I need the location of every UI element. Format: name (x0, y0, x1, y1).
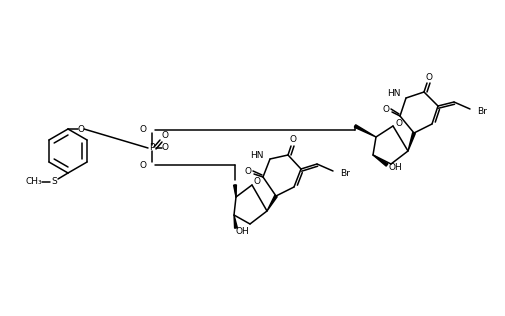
Text: OH: OH (388, 163, 402, 173)
Polygon shape (373, 155, 388, 166)
Polygon shape (234, 215, 237, 228)
Text: S: S (51, 178, 57, 186)
Polygon shape (408, 132, 415, 151)
Text: O: O (162, 131, 169, 139)
Text: OH: OH (235, 228, 249, 236)
Text: O: O (139, 161, 146, 169)
Text: O: O (289, 136, 296, 144)
Text: O: O (162, 143, 169, 153)
Polygon shape (355, 125, 376, 137)
Text: O: O (254, 177, 261, 185)
Text: Br: Br (340, 168, 350, 178)
Text: Br: Br (477, 106, 487, 116)
Polygon shape (267, 195, 277, 211)
Text: O: O (426, 72, 432, 82)
Text: O: O (77, 125, 84, 133)
Polygon shape (234, 185, 236, 197)
Text: P: P (149, 143, 155, 153)
Text: O: O (244, 167, 251, 175)
Text: HN: HN (387, 89, 401, 99)
Text: HN: HN (250, 150, 264, 160)
Text: CH₃: CH₃ (26, 178, 42, 186)
Text: O: O (139, 125, 146, 135)
Text: O: O (395, 118, 402, 127)
Text: O: O (382, 105, 389, 113)
